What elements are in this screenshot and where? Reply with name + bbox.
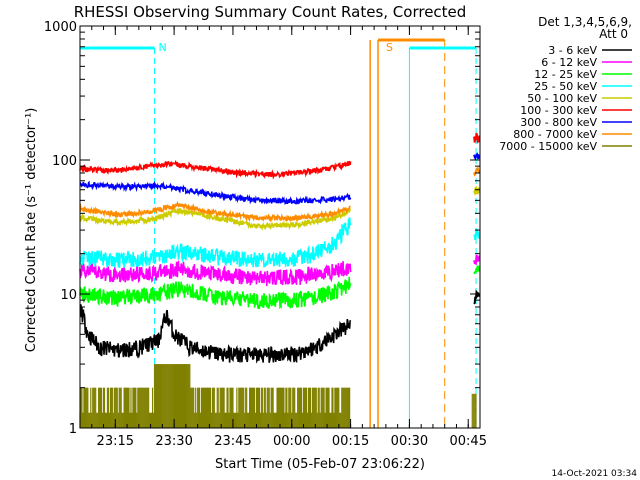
series-line xyxy=(79,159,352,180)
legend-label: 50 - 100 keV xyxy=(527,92,597,105)
series-50-100keV xyxy=(79,185,481,231)
series-6-12keV xyxy=(79,254,481,286)
series-100-300keV xyxy=(79,132,481,180)
series-line xyxy=(79,180,352,205)
series-line-post xyxy=(473,265,481,275)
footer-date: 14-Oct-2021 03:34 xyxy=(552,469,638,479)
series-line xyxy=(79,276,352,310)
x-tick-label: 00:15 xyxy=(332,434,369,449)
x-tick-label: 00:45 xyxy=(450,434,487,449)
legend-header-line-2: Att 0 xyxy=(599,27,628,41)
series-line xyxy=(79,217,352,269)
y-tick-label: 10 xyxy=(60,288,77,303)
x-tick-label: 23:45 xyxy=(214,434,251,449)
series-line-post xyxy=(473,254,481,266)
y-axis-label: Corrected Count Rate (s⁻¹ detector⁻¹) xyxy=(24,108,39,353)
series-olive xyxy=(79,364,477,428)
axes: 23:15 23:30 23:45 00:00 00:15 00:30 00:45 1 10 10… xyxy=(44,20,487,449)
series-line-post xyxy=(473,185,481,197)
series-12-25keV xyxy=(79,265,481,310)
x-tick-label: 23:30 xyxy=(155,434,192,449)
series-line-post xyxy=(473,167,481,177)
legend-label: 3 - 6 keV xyxy=(548,44,597,57)
x-axis-label: Start Time (05-Feb-07 23:06:22) xyxy=(215,457,425,472)
y-tick-label: 1000 xyxy=(44,20,77,35)
series-300-800keV xyxy=(79,152,481,205)
x-tick-label: 00:00 xyxy=(273,434,310,449)
series-line-post xyxy=(473,132,481,145)
series-line xyxy=(79,259,352,286)
annotation-label: N xyxy=(159,41,167,54)
series-lines xyxy=(79,132,481,428)
legend-label: 7000 - 15000 keV xyxy=(499,140,597,153)
annotation-label: S xyxy=(386,41,393,54)
x-tick-label: 23:15 xyxy=(97,434,134,449)
y-tick-label: 1 xyxy=(69,422,77,437)
y-tick-label: 100 xyxy=(52,154,77,169)
legend-header-line-1: Det 1,3,4,5,6,9, xyxy=(538,15,632,29)
x-tick-label: 00:30 xyxy=(391,434,428,449)
series-line xyxy=(79,200,351,223)
legend-label: 25 - 50 keV xyxy=(534,80,597,93)
legend-label: 300 - 800 keV xyxy=(520,116,597,129)
chart-title: RHESSI Observing Summary Count Rates, Co… xyxy=(74,3,467,21)
legend-label: 12 - 25 keV xyxy=(534,68,597,81)
series-line xyxy=(79,303,352,364)
legend-label: 100 - 300 keV xyxy=(520,104,597,117)
plot-frame xyxy=(79,25,481,429)
series-800-7000keV xyxy=(79,167,481,223)
series-line-post xyxy=(473,152,481,161)
legend-label: 800 - 7000 keV xyxy=(513,128,597,141)
legend-label: 6 - 12 keV xyxy=(541,56,597,69)
series-line xyxy=(79,207,351,231)
